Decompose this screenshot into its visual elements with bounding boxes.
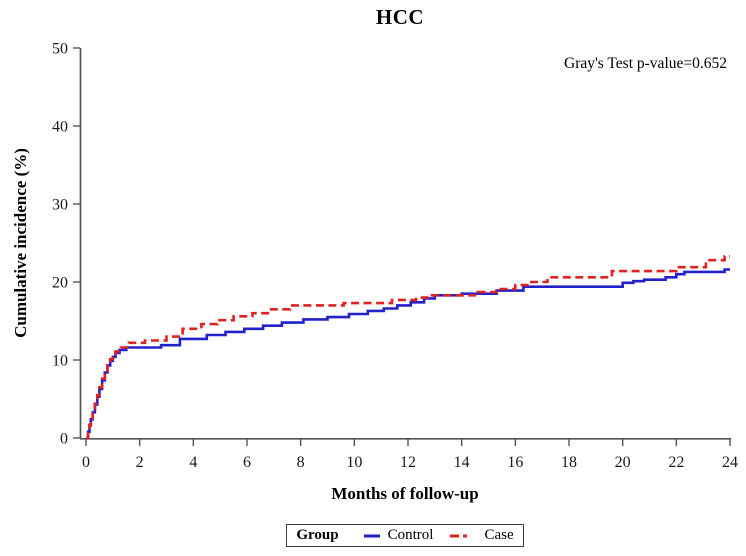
x-tick-label: 14: [454, 454, 470, 471]
control-line-swatch-icon: [363, 534, 380, 537]
x-tick-label: 6: [243, 454, 251, 471]
y-axis-label: Cumulative incidence (%): [11, 148, 30, 338]
y-tick-label: 20: [52, 275, 68, 292]
x-tick-label: 4: [189, 454, 197, 471]
y-tick-label: 0: [60, 431, 68, 448]
x-tick-label: 20: [615, 454, 631, 471]
x-tick-label: 18: [561, 454, 577, 471]
legend-wrap: Group Control Case: [80, 524, 730, 547]
grays-test-pvalue-annotation: Gray's Test p-value=0.652: [564, 55, 727, 72]
y-tick-label: 50: [52, 41, 68, 58]
legend: Group Control Case: [286, 524, 524, 547]
x-tick-label: 2: [136, 454, 144, 471]
series-curve-case: [86, 255, 730, 440]
y-tick-label: 30: [52, 197, 68, 214]
x-tick-label: 0: [82, 454, 90, 471]
legend-label-case: Case: [484, 527, 514, 543]
case-dashed-line-swatch-icon: [450, 534, 477, 537]
legend-item-case: Case: [449, 527, 514, 544]
legend-label-control: Control: [387, 527, 434, 543]
x-tick-label: 8: [297, 454, 305, 471]
legend-title: Group: [296, 527, 339, 543]
x-tick-label: 12: [400, 454, 416, 471]
x-tick-label: 16: [507, 454, 523, 471]
y-tick-label: 40: [52, 119, 68, 136]
legend-item-control: Control: [363, 527, 434, 544]
chart-title: HCC: [375, 5, 425, 29]
x-tick-label: 24: [722, 454, 738, 471]
x-tick-label: 22: [668, 454, 684, 471]
x-axis-label: Months of follow-up: [331, 484, 479, 503]
series-curve-control: [86, 268, 730, 440]
y-tick-label: 10: [52, 353, 68, 370]
x-tick-label: 10: [346, 454, 362, 471]
